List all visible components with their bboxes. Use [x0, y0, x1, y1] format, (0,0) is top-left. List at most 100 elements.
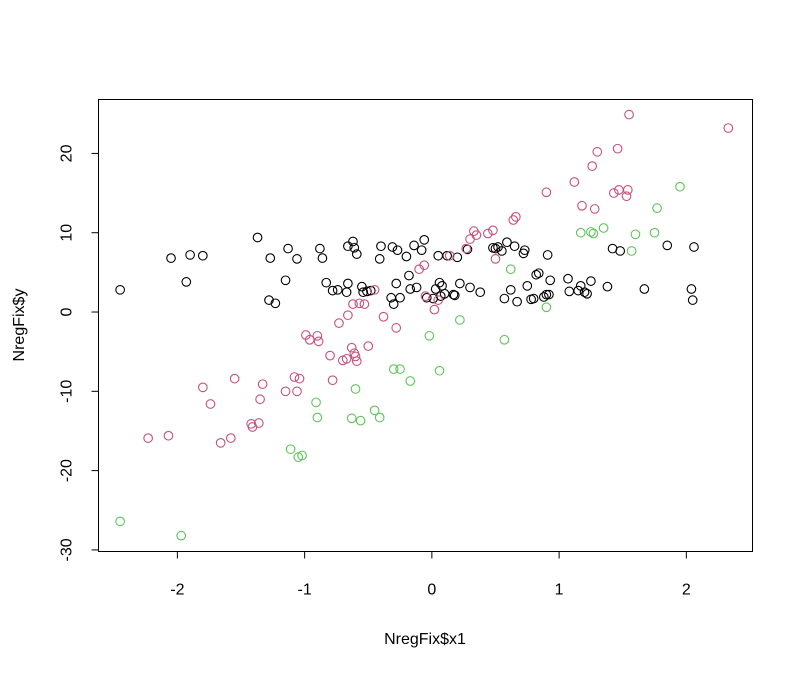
y-tick-label: -20 [59, 459, 76, 482]
data-point-series-3 [350, 384, 361, 394]
data-point-series-1 [358, 287, 369, 298]
x-axis: -2 -1 0 1 2 [170, 551, 691, 599]
data-point-series-1 [573, 285, 584, 296]
y-tick-label: -10 [59, 380, 76, 403]
data-point-series-1 [522, 281, 533, 291]
data-point-series-1 [265, 253, 276, 263]
data-point-series-1 [579, 287, 590, 298]
data-point-series-1 [327, 285, 338, 296]
data-point-series-3 [652, 203, 662, 213]
data-point-series-2 [488, 225, 498, 236]
data-point-series-1 [512, 296, 522, 307]
data-point-series-2 [482, 228, 493, 239]
data-point-series-1 [563, 273, 573, 284]
data-point-series-2 [292, 386, 302, 397]
data-point-series-2 [351, 356, 362, 367]
data-point-series-2 [444, 250, 455, 261]
data-point-series-2 [433, 295, 444, 305]
data-point-series-3 [369, 405, 380, 416]
data-point-series-1 [416, 245, 427, 256]
data-point-series-3 [297, 450, 307, 461]
data-point-series-3 [575, 227, 586, 238]
data-point-series-2 [369, 284, 380, 295]
data-point-series-3 [176, 530, 187, 541]
data-point-series-1 [411, 282, 422, 293]
data-point-series-1 [376, 241, 386, 252]
data-point-series-1 [544, 289, 554, 300]
data-point-series-3 [588, 228, 599, 239]
data-point-series-2 [143, 433, 153, 443]
data-point-series-1 [545, 275, 556, 286]
data-point-series-3 [630, 229, 641, 240]
data-point-series-1 [292, 254, 302, 264]
data-point-series-1 [365, 285, 376, 296]
data-point-series-2 [419, 260, 430, 271]
data-point-series-2 [247, 422, 258, 432]
data-point-series-3 [405, 376, 416, 386]
data-point-series-3 [346, 413, 357, 424]
data-point-series-1 [541, 289, 552, 300]
data-point-series-2 [354, 298, 365, 309]
data-point-series-1 [264, 295, 274, 305]
data-point-series-2 [257, 379, 268, 390]
data-point-series-1 [687, 295, 698, 305]
data-point-series-2 [391, 323, 402, 333]
x-tick-label: 1 [555, 582, 564, 599]
data-point-series-1 [465, 282, 475, 293]
data-point-series-2 [312, 330, 323, 341]
data-point-series-3 [285, 444, 296, 455]
plot-frame [98, 99, 753, 552]
data-point-series-1 [317, 253, 328, 263]
data-point-series-1 [442, 250, 452, 261]
data-point-series-2 [608, 188, 619, 198]
data-point-series-3 [455, 315, 465, 325]
data-point-series-3 [499, 334, 510, 345]
data-point-series-2 [225, 433, 236, 443]
data-point-series-3 [675, 181, 685, 192]
data-point-series-1 [280, 275, 291, 286]
data-point-series-2 [253, 418, 264, 428]
data-point-series-1 [392, 245, 403, 256]
y-axis-title: NregFix$y [11, 289, 28, 362]
data-point-series-1 [509, 241, 520, 252]
data-point-series-2 [569, 177, 580, 187]
data-point-series-1 [434, 277, 445, 288]
x-axis-title: NregFix$x1 [384, 631, 466, 648]
data-point-series-2 [621, 191, 632, 202]
data-point-series-2 [341, 353, 352, 364]
data-point-series-1 [362, 286, 372, 297]
data-point-series-2 [205, 399, 216, 409]
data-point-series-2 [229, 373, 240, 384]
data-point-series-1 [115, 284, 125, 295]
data-point-series-2 [723, 123, 734, 133]
data-point-series-1 [602, 281, 613, 292]
data-point-series-1 [321, 277, 332, 288]
data-point-series-2 [420, 291, 431, 302]
data-point-series-2 [577, 200, 587, 211]
data-point-series-2 [465, 234, 475, 244]
data-point-series-2 [313, 336, 324, 347]
y-tick-label: 10 [59, 224, 76, 242]
data-point-series-2 [363, 341, 374, 351]
data-point-series-1 [490, 243, 501, 254]
data-point-series-1 [343, 278, 353, 289]
data-point-series-1 [315, 243, 325, 254]
data-point-series-2 [624, 109, 634, 120]
data-point-series-1 [639, 284, 650, 294]
data-point-series-2 [255, 394, 265, 405]
y-tick-label: 0 [59, 307, 76, 316]
data-point-series-3 [424, 330, 435, 341]
data-point-series-2 [350, 351, 361, 362]
data-point-series-1 [185, 250, 195, 260]
data-point-series-2 [471, 230, 482, 240]
data-point-series-1 [374, 254, 385, 264]
data-point-series-2 [589, 204, 600, 214]
data-point-series-2 [508, 215, 519, 225]
data-point-series-1 [564, 286, 575, 297]
data-point-series-1 [531, 269, 542, 280]
data-point-series-2 [334, 318, 344, 328]
data-point-series-3 [598, 223, 609, 233]
data-point-series-1 [357, 281, 367, 292]
data-point-series-2 [378, 311, 389, 322]
data-point-series-1 [662, 240, 673, 251]
